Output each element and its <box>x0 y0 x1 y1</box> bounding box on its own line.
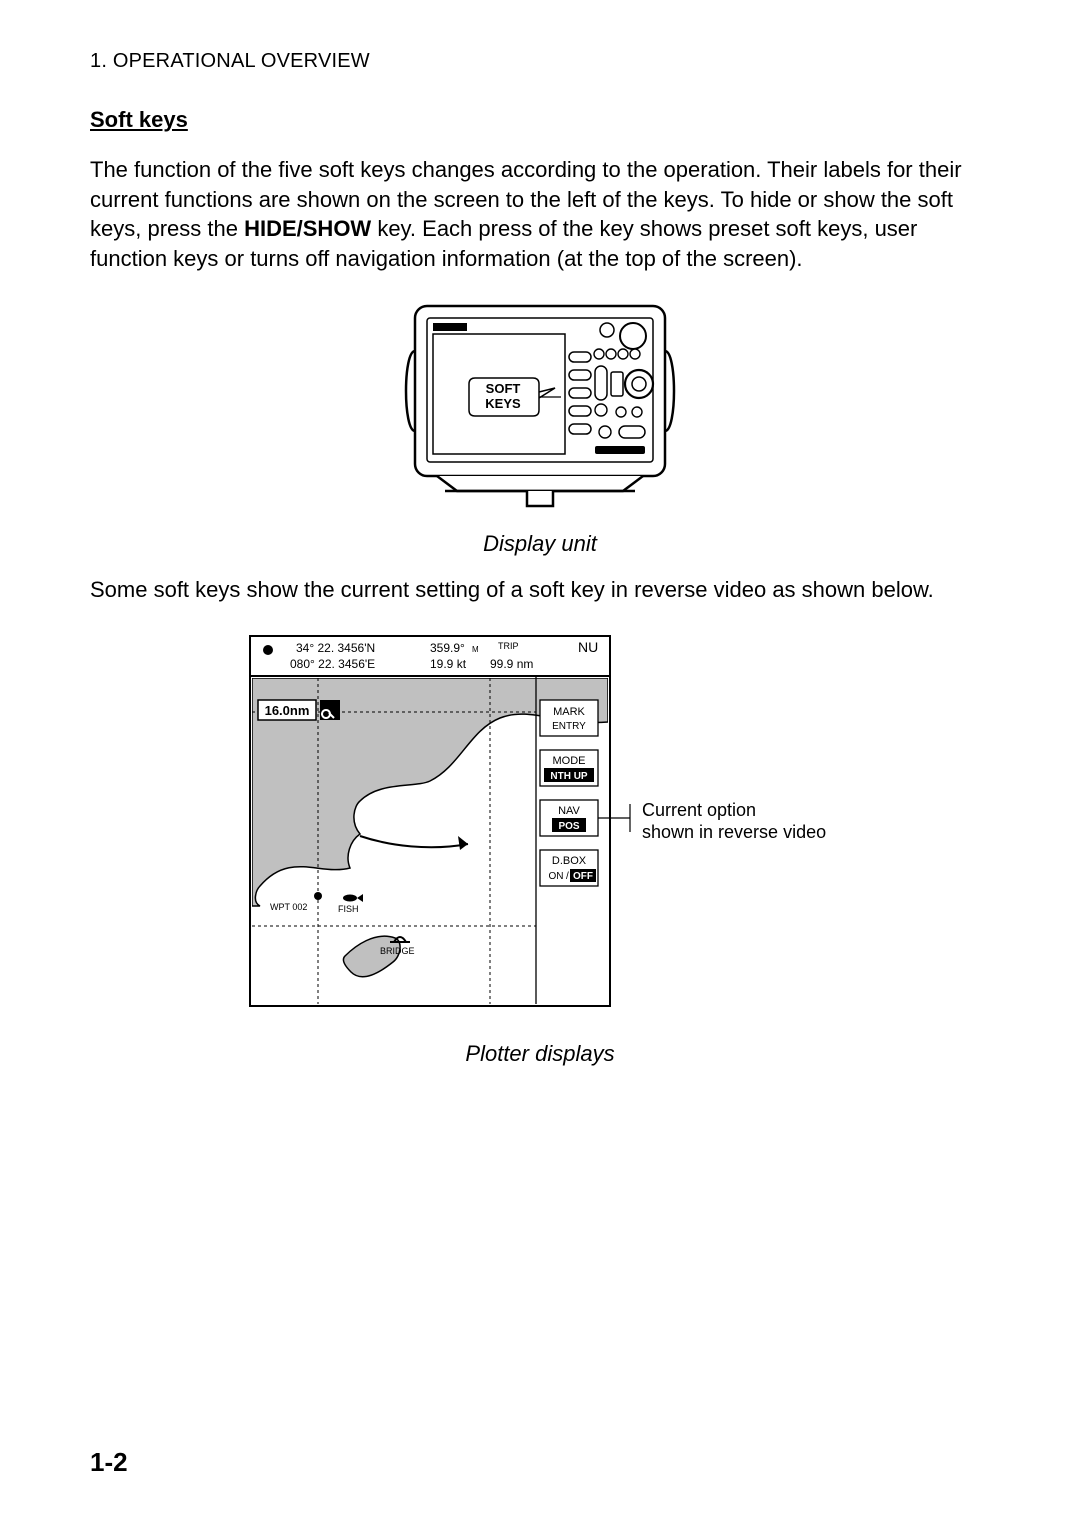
annotation-line1: Current option <box>642 800 756 820</box>
chapter-heading: 1. OPERATIONAL OVERVIEW <box>90 50 990 73</box>
bridge-label: BRIDGE <box>380 946 415 956</box>
nav-hdg: 359.9° <box>430 641 465 655</box>
sk1-sub: ENTRY <box>552 721 586 732</box>
stand <box>437 476 643 506</box>
grip-right <box>665 351 674 431</box>
paragraph-reverse-video: Some soft keys show the current setting … <box>90 575 990 605</box>
range-box: 16.0nm <box>258 700 340 720</box>
nav-lon: 080° 22. 3456'E <box>290 657 375 671</box>
paragraph-softkeys: The function of the five soft keys chang… <box>90 155 990 274</box>
grip-left <box>406 351 415 431</box>
brand-block <box>433 323 467 331</box>
wpt-id: WPT 002 <box>270 902 307 912</box>
knob-big <box>620 323 646 349</box>
nav-mode: NU <box>578 639 598 655</box>
page-number: 1-2 <box>90 1447 128 1478</box>
nav-trip-label: TRIP <box>498 641 519 651</box>
sk1-label: MARK <box>553 706 585 718</box>
section-title: Soft keys <box>90 107 990 133</box>
softkeys-label-2: KEYS <box>485 396 521 411</box>
sk4-label: D.BOX <box>552 855 587 867</box>
bottom-circle <box>599 426 611 438</box>
display-unit-illustration: SOFT KEYS <box>395 296 685 516</box>
slot <box>595 446 645 454</box>
range-value: 16.0nm <box>265 703 310 718</box>
para1-bold: HIDE/SHOW <box>244 216 371 241</box>
nav-lat: 34° 22. 3456'N <box>296 641 375 655</box>
wpt-dot <box>314 892 322 900</box>
annotation-line2: shown in reverse video <box>642 822 826 842</box>
svg-text:/: / <box>566 871 569 882</box>
nav-hdg-unit: M <box>472 645 479 654</box>
softkeys-label-1: SOFT <box>486 381 521 396</box>
fig1-caption: Display unit <box>90 531 990 557</box>
sk3-label: NAV <box>558 805 580 817</box>
bottom-pill <box>619 426 645 438</box>
sk3-sub: POS <box>558 821 579 832</box>
page: 1. OPERATIONAL OVERVIEW Soft keys The fu… <box>0 0 1080 1528</box>
sk4-on: ON <box>549 871 564 882</box>
sk2-label: MODE <box>553 755 586 767</box>
sk4-off: OFF <box>573 871 593 882</box>
nav-dot <box>263 645 273 655</box>
figure-plotter: 34° 22. 3456'N 080° 22. 3456'E 359.9° M … <box>90 626 990 1067</box>
sk2-sub: NTH UP <box>550 771 588 782</box>
plotter-illustration: 34° 22. 3456'N 080° 22. 3456'E 359.9° M … <box>230 626 850 1026</box>
figure-display-unit: SOFT KEYS <box>90 296 990 557</box>
nav-sog: 19.9 kt <box>430 657 467 671</box>
fig2-caption: Plotter displays <box>90 1041 990 1067</box>
annotation-callout: Current option shown in reverse video <box>598 800 826 842</box>
fish-label: FISH <box>338 904 359 914</box>
nav-trip-val: 99.9 nm <box>490 657 533 671</box>
knob-small <box>600 323 614 337</box>
